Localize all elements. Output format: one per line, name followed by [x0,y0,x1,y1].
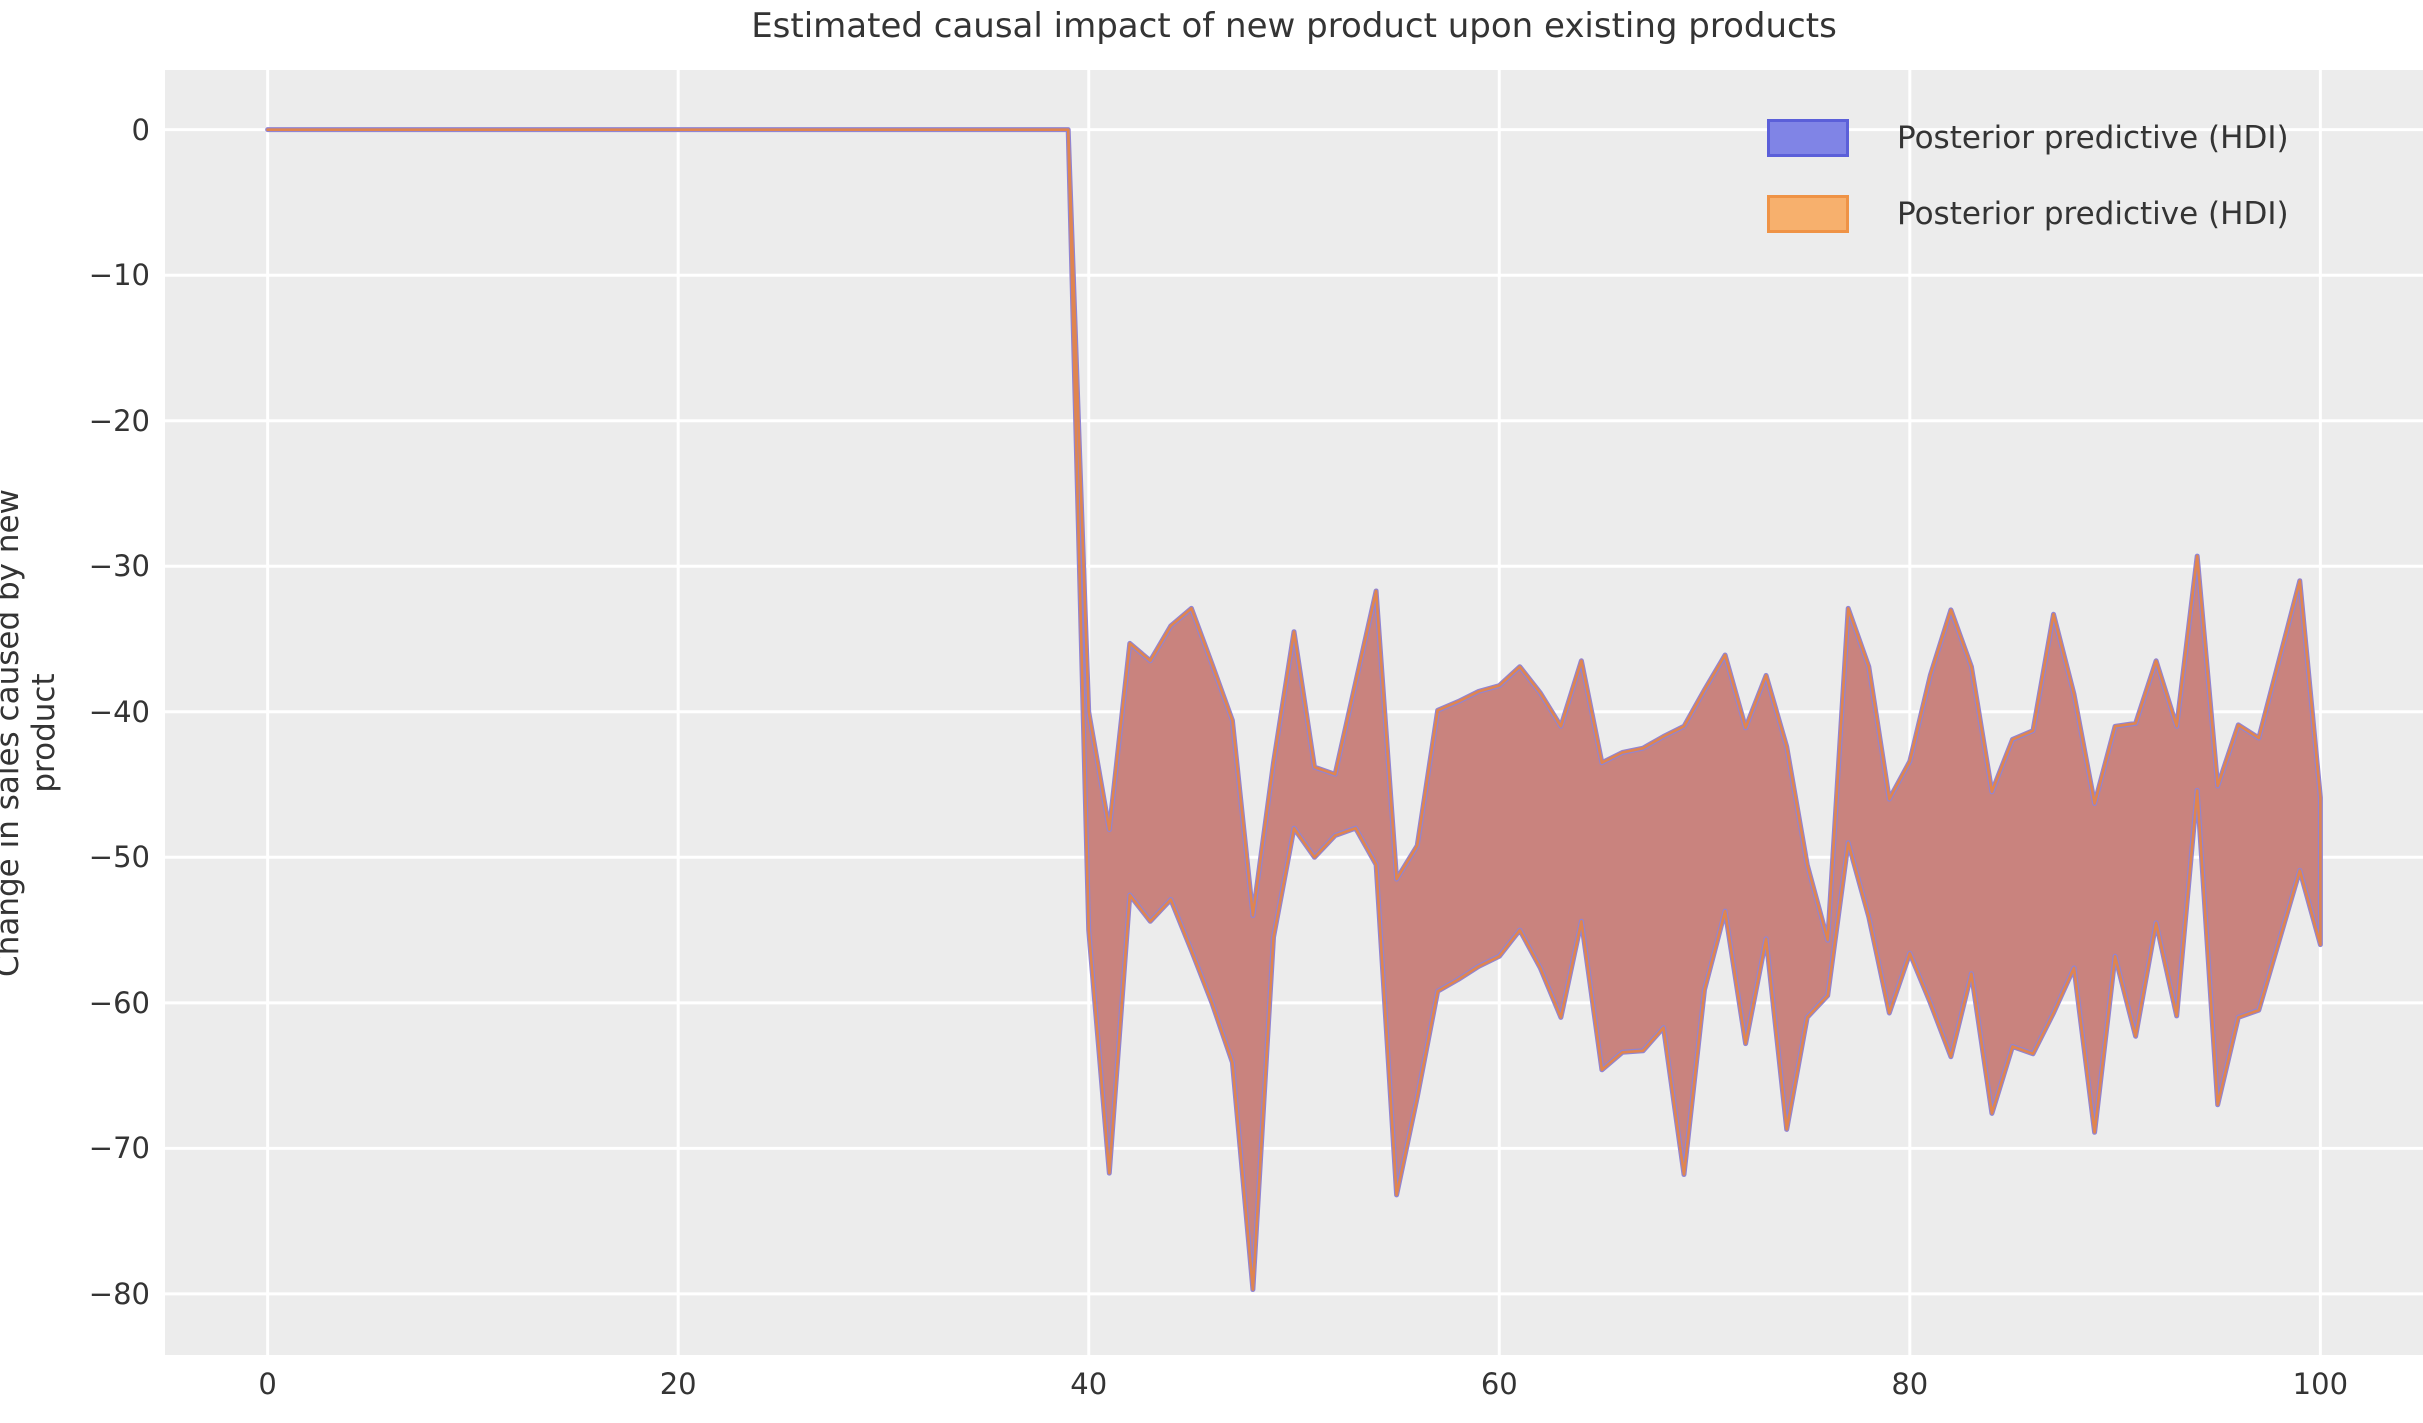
x-tick-label: 80 [1891,1367,1929,1401]
x-tick-label: 40 [1070,1367,1108,1401]
x-tick-label: 60 [1480,1367,1518,1401]
legend-row-posterior-blue: Posterior predictive (HDI) [1767,118,2289,158]
legend-swatch-orange [1767,195,1849,233]
x-tick-label: 0 [258,1367,277,1401]
y-tick-label: −50 [88,840,150,875]
legend-label: Posterior predictive (HDI) [1897,196,2289,232]
y-tick-label: −40 [88,694,150,729]
legend-row-posterior-orange: Posterior predictive (HDI) [1767,194,2289,234]
legend: Posterior predictive (HDI) Posterior pre… [1767,118,2289,270]
x-tick-label: 100 [2292,1367,2349,1401]
x-tick-label: 20 [659,1367,697,1401]
y-tick-label: −70 [88,1131,150,1166]
legend-swatch-blue [1767,119,1849,157]
y-tick-label: −30 [88,549,150,584]
y-tick-label: −20 [88,403,150,438]
y-tick-label: −60 [88,985,150,1020]
y-axis-label: Change in sales caused by new product [0,489,62,977]
y-tick-label: 0 [131,112,150,147]
legend-label: Posterior predictive (HDI) [1897,120,2289,156]
y-tick-label: −80 [88,1276,150,1311]
y-tick-label: −10 [88,258,150,293]
chart-title: Estimated causal impact of new product u… [751,6,1837,46]
